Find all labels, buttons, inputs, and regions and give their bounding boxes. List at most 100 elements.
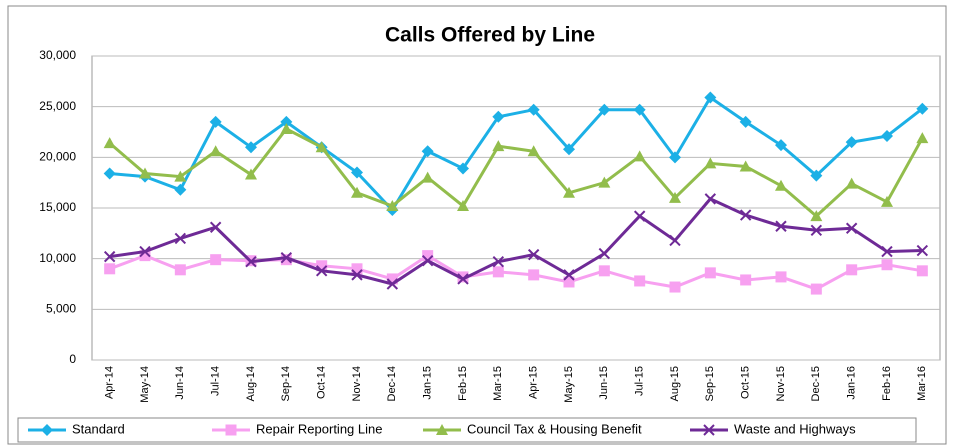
marker	[457, 271, 469, 283]
marker	[492, 140, 505, 152]
marker	[139, 167, 151, 179]
marker	[422, 250, 434, 262]
marker	[527, 103, 540, 116]
chart-title: Calls Offered by Line	[385, 24, 595, 47]
x-tick-label: Apr-14	[104, 366, 116, 399]
marker	[528, 269, 540, 281]
marker	[563, 276, 575, 288]
marker	[669, 191, 681, 203]
marker	[775, 179, 787, 191]
marker	[421, 171, 434, 183]
marker	[492, 266, 504, 278]
marker	[527, 145, 540, 157]
marker	[845, 177, 858, 189]
marker	[916, 132, 929, 144]
marker	[421, 145, 434, 158]
x-tick-label: Sep-15	[704, 366, 716, 401]
x-tick-label: Sep-14	[280, 366, 292, 401]
marker	[669, 151, 681, 164]
series-line	[109, 197, 923, 286]
marker	[810, 283, 822, 295]
marker	[174, 183, 187, 196]
legend-box	[17, 417, 917, 443]
marker	[775, 271, 787, 283]
x-tick-label: May-15	[563, 366, 575, 403]
x-tick-label: Jun-15	[598, 366, 610, 400]
marker	[386, 199, 399, 211]
y-tick-label: 20,000	[39, 150, 76, 164]
marker	[845, 136, 858, 149]
x-tick-label: Dec-15	[810, 366, 822, 401]
marker	[386, 273, 398, 285]
y-tick-label: 10,000	[39, 251, 76, 265]
series-line	[108, 127, 924, 219]
legend-label: Repair Reporting Line	[256, 421, 382, 436]
marker	[916, 244, 929, 257]
marker	[704, 91, 717, 104]
x-tick-label: Oct-15	[740, 366, 752, 399]
marker	[846, 264, 858, 276]
marker	[351, 166, 363, 179]
marker	[492, 255, 505, 268]
marker	[810, 169, 823, 182]
marker	[280, 115, 293, 128]
marker	[740, 274, 752, 286]
marker	[245, 141, 257, 154]
marker	[916, 102, 929, 115]
marker	[739, 160, 752, 172]
marker	[669, 234, 681, 247]
marker	[351, 263, 363, 275]
marker	[845, 222, 858, 234]
marker	[739, 209, 752, 221]
y-tick-label: 30,000	[39, 48, 76, 62]
marker	[436, 424, 448, 435]
marker	[351, 269, 363, 281]
y-tick-label: 5,000	[46, 302, 76, 316]
chart-frame	[7, 5, 947, 445]
x-tick-label: Jan-16	[846, 366, 858, 400]
marker	[421, 254, 434, 267]
marker	[210, 254, 222, 266]
series-line	[109, 253, 923, 291]
y-tick-label: 25,000	[39, 99, 76, 113]
marker	[598, 265, 610, 277]
marker	[916, 265, 928, 277]
marker	[103, 137, 116, 149]
marker	[598, 176, 611, 188]
marker	[881, 195, 893, 207]
marker	[881, 130, 893, 143]
marker	[41, 424, 53, 436]
marker	[563, 143, 575, 156]
marker	[315, 265, 328, 277]
marker	[209, 221, 222, 233]
legend-label: Waste and Highways	[734, 421, 856, 436]
marker	[775, 139, 787, 152]
marker	[810, 224, 823, 237]
marker	[209, 115, 222, 128]
marker	[633, 150, 646, 162]
marker	[457, 199, 469, 211]
x-tick-label: Jun-14	[174, 366, 186, 400]
x-tick-label: Feb-15	[457, 366, 469, 401]
marker	[103, 167, 116, 180]
marker	[315, 141, 328, 153]
marker	[669, 281, 681, 293]
marker	[881, 259, 893, 271]
marker	[704, 157, 717, 169]
marker	[563, 269, 575, 281]
marker	[492, 110, 505, 123]
marker	[739, 115, 752, 128]
marker	[174, 170, 187, 182]
marker	[775, 220, 787, 232]
x-tick-label: Feb-16	[881, 366, 893, 401]
x-tick-label: Apr-15	[528, 366, 540, 399]
x-tick-label: Dec-14	[386, 366, 398, 401]
marker	[704, 267, 716, 279]
marker	[104, 263, 116, 275]
marker	[810, 210, 823, 222]
marker	[174, 264, 186, 276]
y-tick-label: 0	[69, 352, 76, 366]
marker	[280, 122, 293, 134]
marker	[351, 186, 363, 198]
